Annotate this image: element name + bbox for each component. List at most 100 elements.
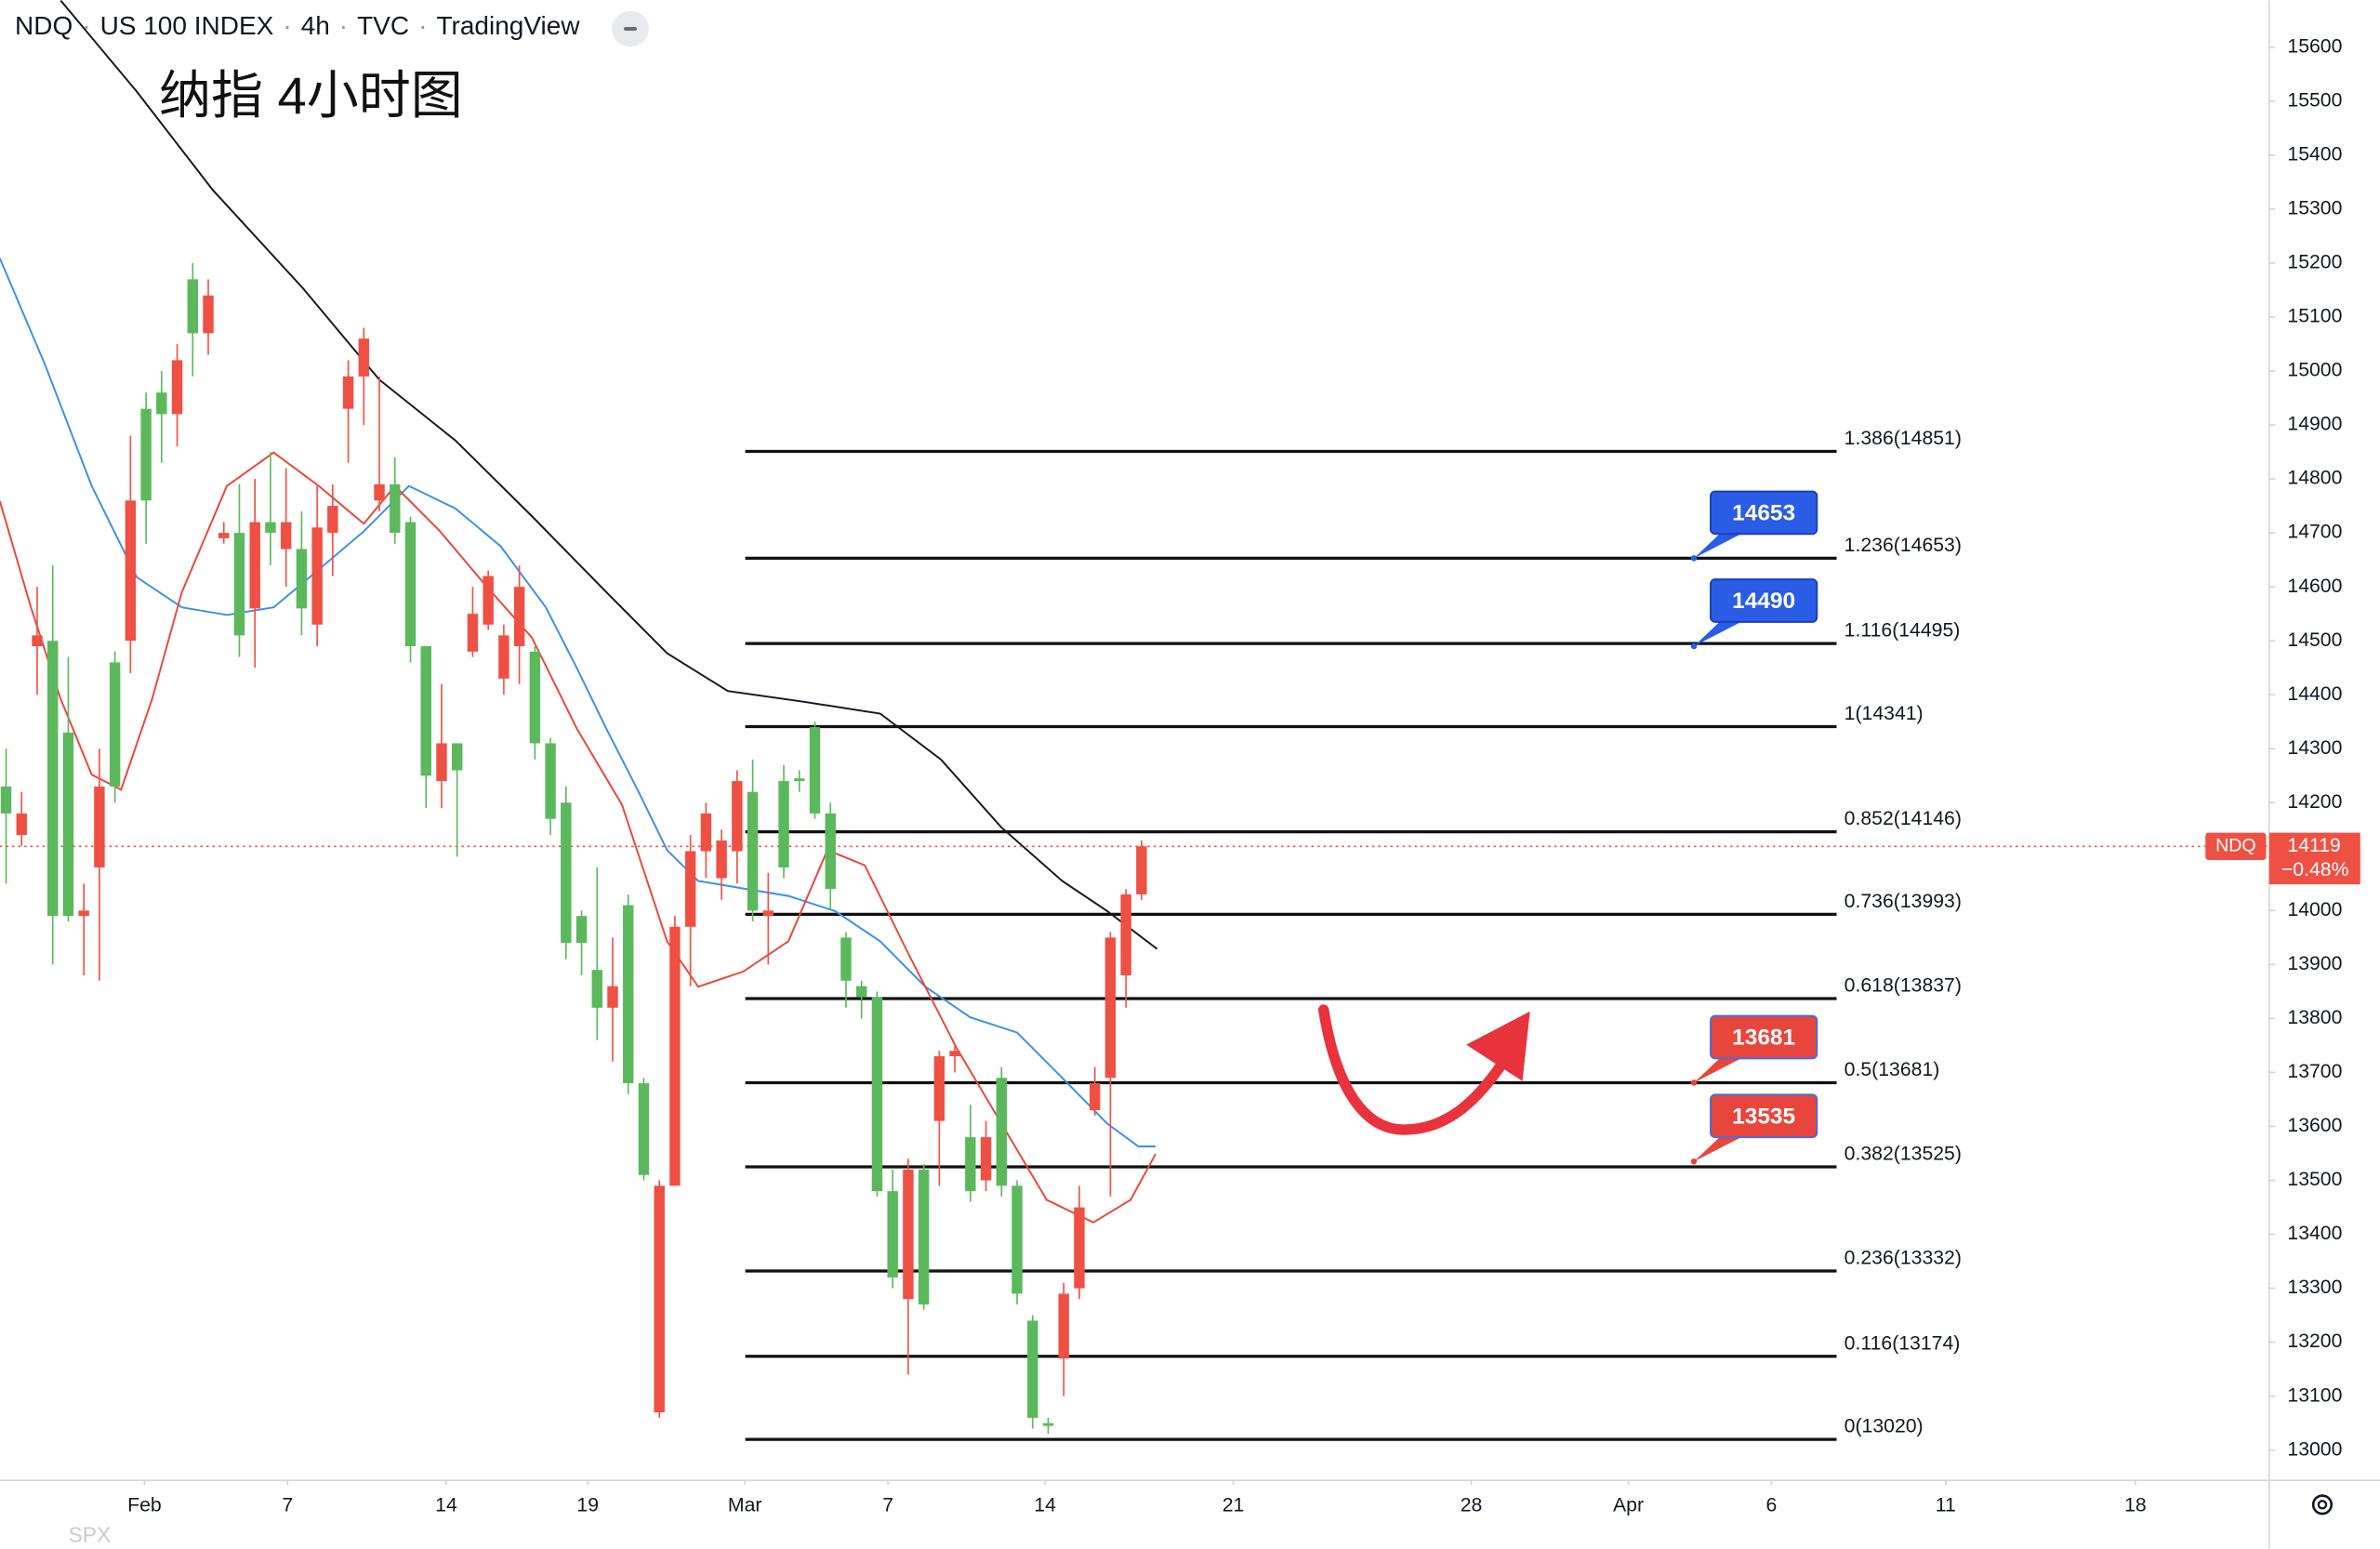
annotation-arrowhead bbox=[1466, 1011, 1530, 1081]
y-tick-label: 14900 bbox=[2287, 414, 2342, 435]
fib-label: 1(14341) bbox=[1844, 703, 1924, 724]
candle-body bbox=[218, 533, 230, 538]
candle-body bbox=[825, 813, 836, 890]
y-tick-label: 14500 bbox=[2287, 629, 2342, 651]
callout-anchor bbox=[1690, 1079, 1698, 1086]
candle-body bbox=[311, 527, 323, 625]
y-tick-label: 14600 bbox=[2287, 576, 2342, 597]
candle-body bbox=[1089, 1083, 1101, 1111]
candle-body bbox=[498, 635, 509, 679]
y-tick-label: 13000 bbox=[2287, 1438, 2342, 1460]
x-tick-label: 7 bbox=[882, 1495, 893, 1516]
price-tag-change: −0.48% bbox=[2281, 859, 2349, 880]
footer-symbol: SPX bbox=[68, 1523, 111, 1547]
candle-body bbox=[871, 997, 883, 1192]
symbol-tag-label: NDQ bbox=[2215, 835, 2256, 855]
candle-body bbox=[249, 522, 260, 609]
candle-body bbox=[840, 937, 852, 981]
candle-body bbox=[280, 522, 292, 549]
fib-label: 0.618(13837) bbox=[1844, 974, 1962, 996]
candle-body bbox=[374, 483, 385, 501]
candle-body bbox=[156, 392, 167, 415]
callout-box bbox=[1710, 1093, 1818, 1139]
candle-body bbox=[591, 970, 602, 1008]
candle-body bbox=[918, 1169, 930, 1304]
x-tick-label: 19 bbox=[576, 1495, 599, 1516]
candle-body bbox=[855, 986, 867, 998]
moving-average bbox=[60, 0, 1158, 950]
y-tick-label: 15200 bbox=[2287, 252, 2342, 273]
collapse-button[interactable] bbox=[612, 11, 649, 46]
moving-average bbox=[0, 451, 1157, 1224]
y-tick-label: 13100 bbox=[2287, 1384, 2342, 1406]
price-tag-value: 14119 bbox=[2287, 835, 2340, 856]
candle-body bbox=[451, 743, 463, 771]
callout-pointer bbox=[1694, 531, 1748, 559]
y-tick-label: 15500 bbox=[2287, 89, 2342, 111]
y-tick-label: 14800 bbox=[2287, 468, 2342, 489]
candle-body bbox=[140, 408, 152, 501]
candle-body bbox=[561, 802, 572, 944]
x-tick-label: 7 bbox=[282, 1495, 293, 1516]
candle-body bbox=[296, 549, 308, 609]
candle-body bbox=[203, 295, 214, 334]
fib-label: 0.736(13993) bbox=[1844, 891, 1962, 912]
candle-body bbox=[794, 778, 805, 782]
y-tick-label: 13500 bbox=[2287, 1169, 2342, 1190]
candle-body bbox=[638, 1083, 650, 1175]
candle-body bbox=[171, 360, 183, 415]
fib-label: 0(13020) bbox=[1844, 1416, 1924, 1437]
y-tick-label: 13700 bbox=[2287, 1061, 2342, 1082]
candle-body bbox=[342, 376, 354, 409]
settings-icon[interactable] bbox=[2311, 1494, 2334, 1516]
fib-label: 1.386(14851) bbox=[1844, 428, 1962, 449]
candle-body bbox=[529, 651, 541, 744]
y-tick-label: 15300 bbox=[2287, 198, 2342, 219]
y-tick-label: 14400 bbox=[2287, 683, 2342, 705]
candle-body bbox=[109, 662, 121, 787]
y-tick-label: 14200 bbox=[2287, 791, 2342, 813]
candle-body bbox=[980, 1137, 992, 1181]
callout-pointer bbox=[1694, 1055, 1748, 1083]
moving-average bbox=[0, 258, 1156, 1147]
x-tick-label: 28 bbox=[1461, 1495, 1483, 1516]
candle-body bbox=[1074, 1207, 1085, 1289]
candle-body bbox=[265, 522, 276, 534]
chart-title: 纳指 4小时图 bbox=[159, 66, 463, 125]
header: NDQUS 100 INDEX4hTVCTradingView bbox=[15, 11, 580, 41]
fib-label: 0.852(14146) bbox=[1844, 808, 1962, 829]
candle-body bbox=[327, 506, 338, 534]
x-tick-label: Feb bbox=[127, 1495, 162, 1516]
candle-body bbox=[467, 614, 479, 652]
candle-body bbox=[390, 483, 401, 534]
callout-label: 14653 bbox=[1732, 501, 1795, 526]
callout-box bbox=[1710, 1014, 1818, 1060]
x-tick-label: 14 bbox=[1034, 1495, 1056, 1516]
candle-body bbox=[809, 727, 821, 814]
candle-body bbox=[545, 743, 556, 819]
annotation-arrow bbox=[1317, 1004, 1509, 1135]
y-tick-label: 15000 bbox=[2287, 360, 2342, 381]
candle-body bbox=[78, 910, 89, 917]
y-tick-label: 14000 bbox=[2287, 899, 2342, 920]
candle-body bbox=[575, 916, 588, 944]
y-tick-label: 13300 bbox=[2287, 1277, 2342, 1298]
plot-area: 1.386(14851) 1.236(14653) 1.116(14495) 1(14… bbox=[0, 0, 2269, 1441]
candle-body bbox=[747, 791, 759, 911]
candle-body bbox=[1136, 846, 1147, 894]
candle-body bbox=[1012, 1185, 1023, 1294]
candle-body bbox=[684, 851, 696, 927]
callout-label: 13535 bbox=[1732, 1104, 1795, 1129]
fib-label: 0.236(13332) bbox=[1844, 1248, 1962, 1269]
header-item: US 100 INDEX bbox=[73, 11, 273, 40]
candle-body bbox=[94, 786, 105, 867]
candle-body bbox=[483, 576, 494, 625]
header-item: TVC bbox=[330, 11, 409, 40]
candle-body bbox=[1120, 894, 1131, 975]
symbol-tag bbox=[2205, 832, 2267, 860]
candle-body bbox=[16, 813, 27, 836]
candle-body bbox=[420, 645, 431, 776]
callout-label: 13681 bbox=[1732, 1026, 1795, 1051]
y-tick-label: 15400 bbox=[2287, 144, 2342, 165]
